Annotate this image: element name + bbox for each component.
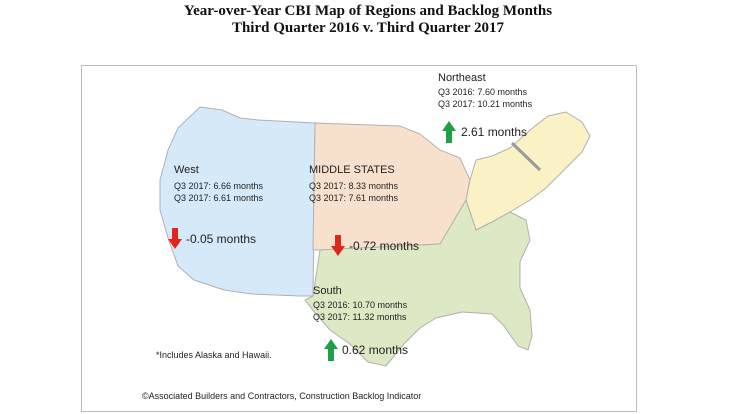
middle-states-label: MIDDLE STATES (309, 164, 395, 176)
middle-states-q3-2016-value: Q3 2017: 8.33 months (309, 181, 399, 191)
south-label: South (313, 285, 342, 297)
west-region-shape (159, 106, 316, 297)
copyright-credit: ©Associated Builders and Contractors, Co… (142, 391, 422, 401)
northeast-q3-2016-value: Q3 2016: 7.60 months (438, 87, 528, 97)
northeast-up-arrow-icon (442, 121, 456, 143)
south-region-shape (304, 198, 533, 367)
middle-states-down-arrow-icon (331, 235, 345, 256)
northeast-pointer-line (510, 141, 542, 172)
west-q3-2017-value: Q3 2017: 6.61 months (174, 193, 264, 203)
west-label: West (174, 164, 199, 176)
footnote: *Includes Alaska and Hawaii. (156, 350, 272, 360)
west-q3-2016-value: Q3 2017: 6.66 months (174, 181, 264, 191)
middle-states-change: -0.72 months (349, 239, 420, 253)
map-subtitle: Third Quarter 2016 v. Third Quarter 2017 (231, 20, 505, 36)
middle-states-q3-2017-value: Q3 2017: 7.61 months (309, 193, 399, 203)
south-up-arrow-icon (324, 339, 338, 361)
south-q3-2016-value: Q3 2016: 10.70 months (313, 300, 408, 310)
map-title: Year-over-Year CBI Map of Regions and Ba… (183, 3, 553, 19)
northeast-change: 2.61 months (461, 125, 528, 139)
south-q3-2017-value: Q3 2017: 11.32 months (313, 312, 407, 322)
west-change: -0.05 months (186, 232, 257, 246)
northeast-label: Northeast (438, 72, 486, 84)
west-down-arrow-icon (168, 228, 182, 249)
northeast-q3-2017-value: Q3 2017: 10.21 months (438, 99, 533, 109)
south-change: 0.62 months (342, 343, 409, 357)
